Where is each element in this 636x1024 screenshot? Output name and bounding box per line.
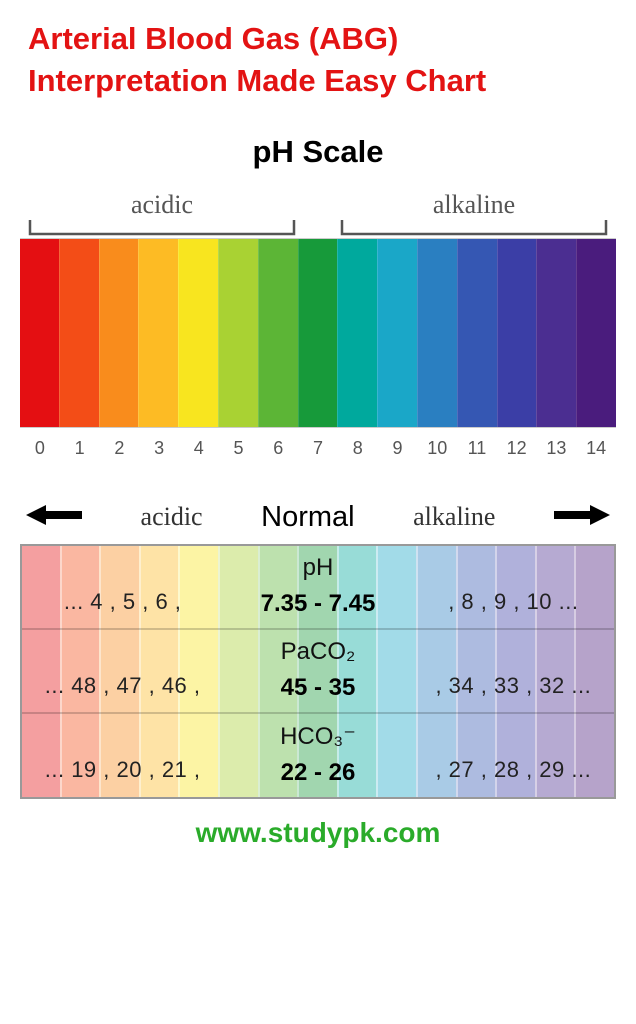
table-cell-acidic: ... 4 , 5 , 6 ,	[22, 546, 223, 628]
normal-label: Normal	[261, 501, 354, 534]
title-line2: Interpretation Made Easy Chart	[28, 63, 486, 98]
bracket-row: acidic alkaline	[20, 178, 616, 236]
alkaline-direction-label: alkaline	[413, 502, 495, 532]
ph-number: 2	[99, 438, 139, 459]
alkaline-values: , 34 , 33 , 32 ...	[435, 673, 591, 699]
alkaline-values: , 8 , 9 , 10 ...	[448, 589, 578, 615]
arrow-left-icon	[26, 503, 82, 532]
ph-number: 4	[179, 438, 219, 459]
alkaline-label: alkaline	[433, 190, 515, 220]
ph-number-row: 01234567891011121314	[20, 438, 616, 459]
ph-color-strip	[20, 238, 616, 428]
table-cell-acidic: ... 48 , 47 , 46 ,	[22, 630, 223, 712]
ph-color-segment	[99, 239, 139, 427]
ph-color-segment	[536, 239, 576, 427]
direction-row: acidic Normal alkaline	[20, 501, 616, 534]
ph-number: 9	[378, 438, 418, 459]
alkaline-values: , 27 , 28 , 29 ...	[435, 757, 591, 783]
acidic-values: ... 4 , 5 , 6 ,	[64, 589, 182, 615]
bracket-right-icon	[340, 218, 608, 236]
acidic-values: ... 19 , 20 , 21 ,	[45, 757, 201, 783]
page-title: Arterial Blood Gas (ABG) Interpretation …	[28, 18, 616, 102]
ph-number: 1	[60, 438, 100, 459]
ph-number: 6	[258, 438, 298, 459]
table-cell-acidic: ... 19 , 20 , 21 ,	[22, 714, 223, 797]
ph-number: 7	[298, 438, 338, 459]
table-cell-normal: HCO₃⁻ 22 - 26	[223, 714, 412, 797]
table-cell-alkaline: , 8 , 9 , 10 ...	[413, 546, 614, 628]
table-row: ... 4 , 5 , 6 , pH 7.35 - 7.45 , 8 , 9 , 10…	[22, 546, 614, 628]
ph-number: 14	[576, 438, 616, 459]
ph-color-segment	[258, 239, 298, 427]
ph-color-segment	[576, 239, 616, 427]
table-rows: ... 4 , 5 , 6 , pH 7.35 - 7.45 , 8 , 9 , 10…	[22, 546, 614, 797]
table-cell-normal: pH 7.35 - 7.45	[223, 546, 412, 628]
title-line1: Arterial Blood Gas (ABG)	[28, 21, 398, 56]
ph-number: 8	[338, 438, 378, 459]
ph-color-segment	[20, 239, 59, 427]
ph-color-segment	[457, 239, 497, 427]
ph-color-segment	[337, 239, 377, 427]
ph-color-segment	[377, 239, 417, 427]
ph-color-segment	[218, 239, 258, 427]
ph-number: 12	[497, 438, 537, 459]
ph-number: 10	[417, 438, 457, 459]
ph-number: 0	[20, 438, 60, 459]
parameter-name: HCO₃⁻	[280, 722, 356, 751]
acidic-direction-label: acidic	[141, 502, 203, 532]
ph-scale-title: pH Scale	[20, 134, 616, 170]
ph-number: 13	[537, 438, 577, 459]
ph-number: 11	[457, 438, 497, 459]
table-cell-alkaline: , 34 , 33 , 32 ...	[413, 630, 614, 712]
ph-color-segment	[138, 239, 178, 427]
parameter-name: pH	[303, 554, 334, 582]
table-row: ... 48 , 47 , 46 , PaCO₂ 45 - 35 , 34 , 33 …	[22, 628, 614, 712]
parameter-range: 7.35 - 7.45	[261, 590, 376, 618]
acidic-bracket-group: acidic	[28, 190, 296, 236]
arrow-right-icon	[554, 503, 610, 532]
ph-number: 5	[219, 438, 259, 459]
ph-number: 3	[139, 438, 179, 459]
ph-color-segment	[178, 239, 218, 427]
alkaline-bracket-group: alkaline	[340, 190, 608, 236]
table-cell-normal: PaCO₂ 45 - 35	[223, 630, 412, 712]
abg-table: ... 4 , 5 , 6 , pH 7.35 - 7.45 , 8 , 9 , 10…	[20, 544, 616, 799]
parameter-range: 22 - 26	[281, 759, 356, 787]
parameter-range: 45 - 35	[281, 674, 356, 702]
ph-color-segment	[298, 239, 338, 427]
acidic-values: ... 48 , 47 , 46 ,	[45, 673, 201, 699]
parameter-name: PaCO₂	[281, 638, 356, 666]
table-cell-alkaline: , 27 , 28 , 29 ...	[413, 714, 614, 797]
footer-url: www.studypk.com	[20, 817, 616, 849]
table-row: ... 19 , 20 , 21 , HCO₃⁻ 22 - 26 , 27 , 28 …	[22, 712, 614, 797]
ph-color-segment	[497, 239, 537, 427]
ph-color-segment	[59, 239, 99, 427]
ph-color-segment	[417, 239, 457, 427]
bracket-left-icon	[28, 218, 296, 236]
acidic-label: acidic	[131, 190, 193, 220]
